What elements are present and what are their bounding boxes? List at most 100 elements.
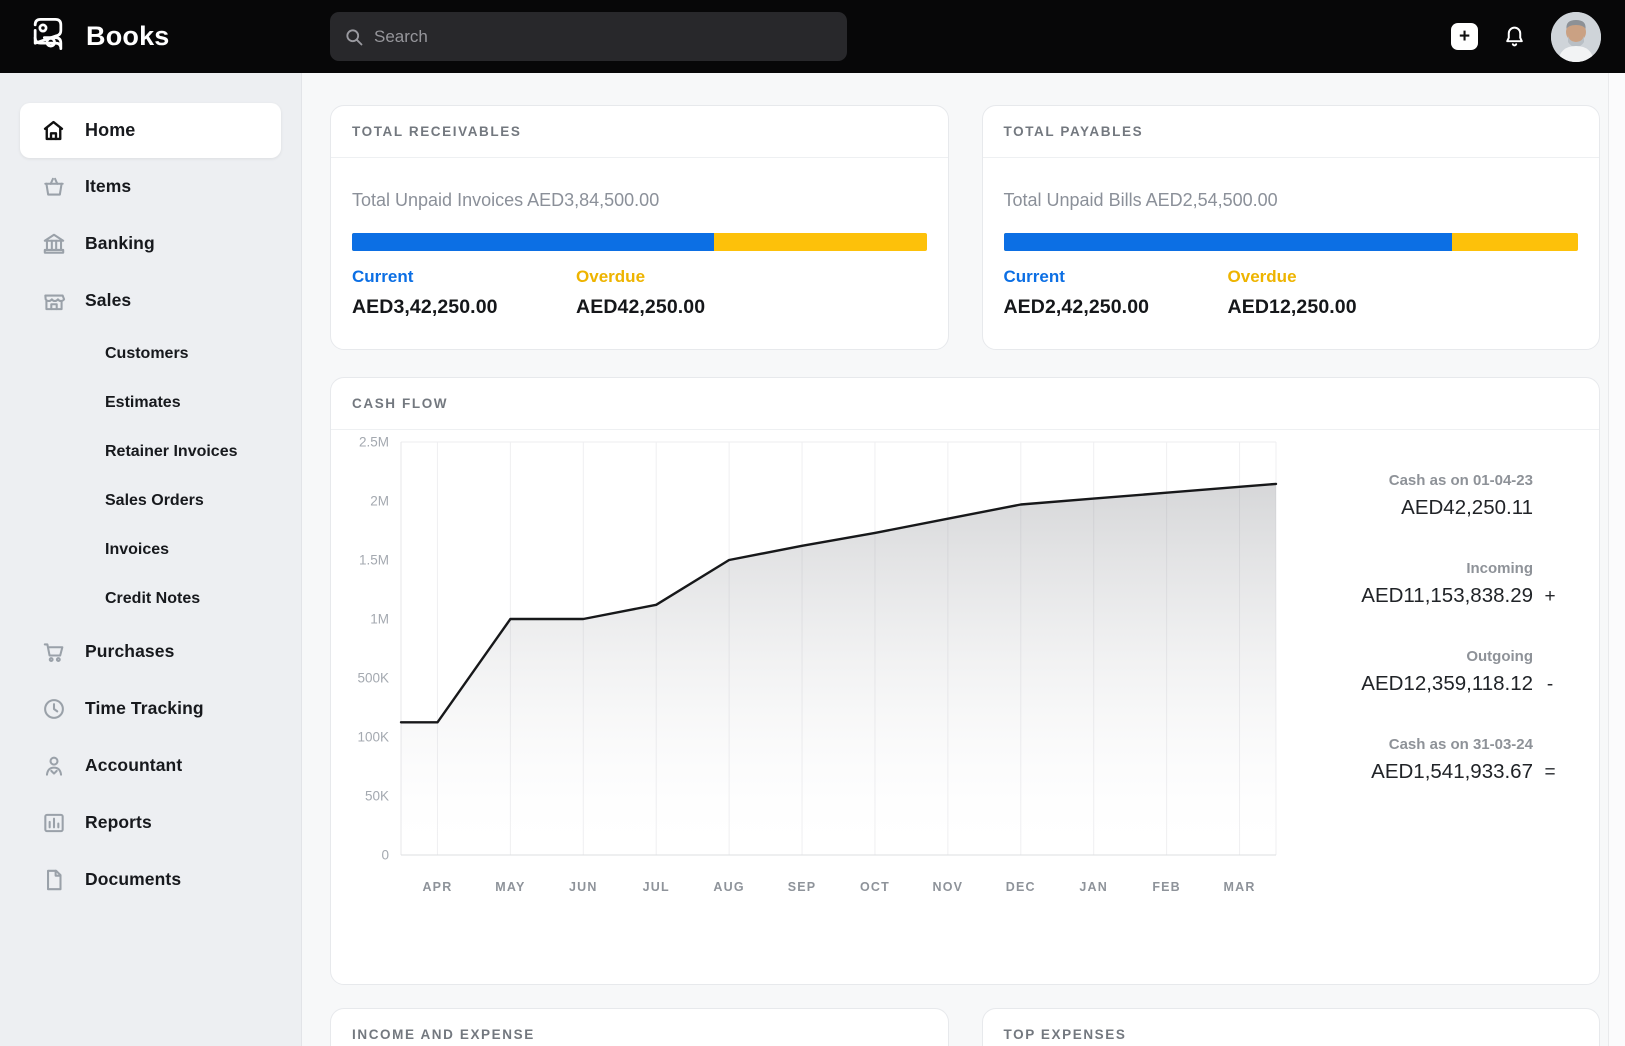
sidebar-item-reports[interactable]: Reports: [20, 794, 281, 851]
sidebar-item-time-tracking[interactable]: Time Tracking: [20, 680, 281, 737]
receivables-progress-bar: [352, 233, 927, 251]
sidebar-subitem-estimates[interactable]: Estimates: [0, 378, 301, 427]
svg-text:50K: 50K: [365, 789, 389, 804]
sidebar-item-label: Time Tracking: [85, 698, 204, 718]
payables-progress-bar: [1003, 233, 1578, 251]
cash-flow-card: CASH FLOW 0 50K 100K 500K 1M 1.5M 2M 2.5M APR MAY…: [330, 377, 1600, 985]
payables-current-value: AED2,42,250.00: [1003, 296, 1150, 318]
sidebar-subitem-invoices[interactable]: Invoices: [0, 525, 301, 574]
quick-create-button[interactable]: +: [1451, 23, 1478, 50]
sidebar-item-home[interactable]: Home: [20, 103, 281, 158]
stat-operator: -: [1546, 674, 1554, 695]
top-expenses-card: TOP EXPENSES: [981, 1008, 1600, 1046]
scrollbar-gutter[interactable]: [1608, 73, 1625, 1046]
sidebar-item-sales[interactable]: Sales: [20, 272, 281, 329]
cashflow-stat-outgoing: Outgoing AED12,359,118.12-: [1361, 648, 1567, 696]
receivables-title: TOTAL RECEIVABLES: [352, 124, 522, 139]
total-receivables-card: TOTAL RECEIVABLES Total Unpaid Invoices …: [330, 105, 949, 350]
search-input[interactable]: [374, 26, 833, 47]
svg-text:1M: 1M: [370, 612, 389, 627]
bottom-row: INCOME AND EXPENSE TOP EXPENSES: [330, 1008, 1600, 1046]
sidebar-item-documents[interactable]: Documents: [20, 851, 281, 908]
items-icon: [40, 174, 67, 200]
stat-value: AED12,359,118.12: [1361, 672, 1533, 695]
cashflow-stat-cash-as-on-31-03-24: Cash as on 31-03-24 AED1,541,933.67 =: [1361, 736, 1567, 784]
sidebar-subitem-label: Customers: [105, 344, 189, 362]
stat-label: Cash as on 01-04-23: [1388, 472, 1533, 489]
sidebar-subitem-label: Retainer Invoices: [105, 442, 238, 460]
top-expenses-title: TOP EXPENSES: [1003, 1027, 1127, 1042]
sidebar-item-banking[interactable]: Banking: [20, 215, 281, 272]
svg-text:JAN: JAN: [1079, 880, 1108, 894]
stat-value: AED11,153,838.29: [1361, 584, 1533, 607]
sidebar-item-label: Items: [85, 176, 132, 196]
svg-text:OCT: OCT: [860, 880, 890, 894]
documents-icon: [40, 867, 67, 893]
sidebar-item-items[interactable]: Items: [20, 158, 281, 215]
receivables-subtitle: Total Unpaid Invoices AED3,84,500.00: [352, 190, 660, 210]
payables-current-label: Current: [1003, 267, 1065, 286]
cash-flow-stats: Cash as on 01-04-23 AED42,250.11 Incoming A…: [1361, 472, 1567, 824]
svg-text:JUN: JUN: [569, 880, 598, 894]
svg-text:JUL: JUL: [643, 880, 670, 894]
svg-text:FEB: FEB: [1152, 880, 1181, 894]
sidebar: Home Items Banking Sales Customers Estimates R…: [0, 73, 302, 1046]
stat-label: Incoming: [1466, 560, 1533, 577]
home-icon: [40, 117, 67, 144]
svg-text:APR: APR: [422, 880, 452, 894]
stat-label: Cash as on 31-03-24: [1388, 736, 1533, 753]
accountant-icon: [40, 753, 67, 779]
notifications-bell-icon[interactable]: [1502, 24, 1527, 49]
stat-value: AED1,541,933.67: [1371, 760, 1533, 783]
sidebar-item-label: Home: [85, 120, 136, 140]
payables-overdue-value: AED12,250.00: [1227, 296, 1357, 318]
sidebar-subitem-credit-notes[interactable]: Credit Notes: [0, 574, 301, 623]
topbar-actions: +: [1451, 0, 1601, 73]
sidebar-subitem-label: Sales Orders: [105, 491, 204, 509]
svg-text:DEC: DEC: [1006, 880, 1036, 894]
sidebar-subitem-retainer-invoices[interactable]: Retainer Invoices: [0, 427, 301, 476]
svg-text:MAY: MAY: [495, 880, 525, 894]
receivables-overdue-label: Overdue: [576, 267, 646, 286]
stat-operator: +: [1544, 586, 1556, 607]
receivables-overdue-value: AED42,250.00: [576, 296, 706, 318]
sidebar-item-label: Documents: [85, 869, 182, 889]
svg-text:2.5M: 2.5M: [359, 435, 389, 450]
search-icon: [344, 27, 364, 47]
payables-title: TOTAL PAYABLES: [1003, 124, 1144, 139]
income-expense-card: INCOME AND EXPENSE: [330, 1008, 949, 1046]
main-content: TOTAL RECEIVABLES Total Unpaid Invoices …: [330, 105, 1600, 1046]
books-logo-icon: [26, 12, 70, 61]
sidebar-item-label: Accountant: [85, 755, 183, 775]
stat-label: Outgoing: [1466, 648, 1533, 665]
stat-value: AED42,250.11: [1401, 496, 1533, 519]
svg-text:2M: 2M: [370, 494, 389, 509]
cash-flow-chart: 0 50K 100K 500K 1M 1.5M 2M 2.5M APR MAY JUN JUL AUG S…: [357, 435, 1278, 894]
sidebar-item-label: Sales: [85, 290, 132, 310]
sidebar-item-purchases[interactable]: Purchases: [20, 623, 281, 680]
sidebar-item-label: Purchases: [85, 641, 175, 661]
topbar: Books +: [0, 0, 1625, 73]
banking-icon: [40, 231, 67, 257]
summary-row: TOTAL RECEIVABLES Total Unpaid Invoices …: [330, 105, 1600, 350]
brand[interactable]: Books: [0, 12, 170, 61]
svg-text:0: 0: [381, 848, 389, 863]
income-expense-title: INCOME AND EXPENSE: [352, 1027, 535, 1042]
user-avatar[interactable]: [1551, 11, 1601, 62]
sidebar-subitem-sales-orders[interactable]: Sales Orders: [0, 476, 301, 525]
svg-text:SEP: SEP: [788, 880, 817, 894]
sidebar-item-accountant[interactable]: Accountant: [20, 737, 281, 794]
svg-text:MAR: MAR: [1224, 880, 1256, 894]
svg-text:500K: 500K: [357, 671, 389, 686]
search-bar[interactable]: [330, 12, 847, 61]
sidebar-subitem-customers[interactable]: Customers: [0, 329, 301, 378]
receivables-current-value: AED3,42,250.00: [352, 296, 498, 318]
svg-text:100K: 100K: [357, 730, 389, 745]
payables-subtitle: Total Unpaid Bills AED2,54,500.00: [1003, 190, 1278, 210]
sidebar-subitem-label: Credit Notes: [105, 589, 201, 607]
payables-overdue-label: Overdue: [1227, 267, 1297, 286]
sidebar-item-label: Reports: [85, 812, 152, 832]
svg-text:1.5M: 1.5M: [359, 553, 389, 568]
sidebar-subitem-label: Invoices: [105, 540, 170, 558]
